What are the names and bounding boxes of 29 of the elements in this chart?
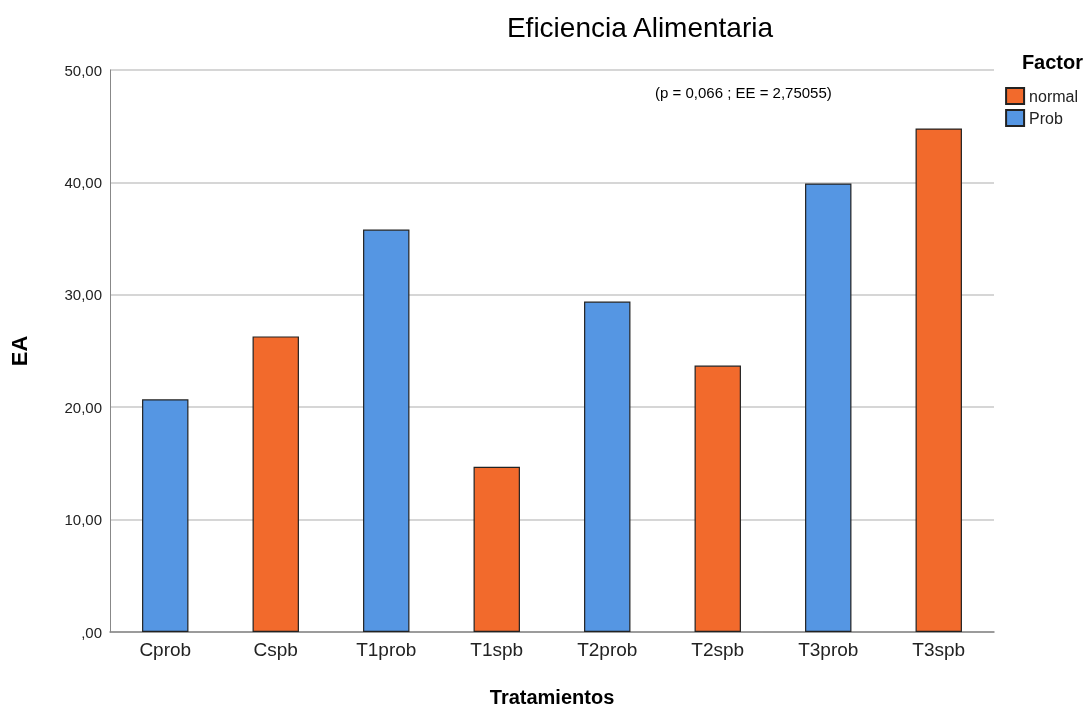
y-tick-label: 30,00 [64,286,102,304]
bar [363,229,410,632]
y-tick-label: 20,00 [64,398,102,416]
x-tick-label: T1spb [470,639,524,660]
bar [694,365,741,632]
bar [915,128,962,632]
bar [252,336,299,632]
x-tick-label: T1prob [356,639,417,660]
x-tick-label: T3prob [798,639,859,660]
x-tick-label: Cspb [253,639,298,660]
legend-label: normal [1029,87,1078,105]
x-tick-label: Cprob [139,639,192,660]
y-tick-label: ,00 [81,623,102,641]
y-tick-label: 50,00 [64,61,102,79]
legend-title: Factor [1021,51,1084,73]
y-axis-title: EA [6,335,32,367]
bar [805,183,852,632]
y-tick-label: 10,00 [64,511,102,529]
chart-title: Eficiencia Alimentaria [506,11,774,43]
x-tick-label: T3spb [912,639,966,660]
bar [142,399,189,632]
x-axis-title: Tratamientos [489,686,615,708]
bar [584,301,631,632]
legend-label: Prob [1029,109,1063,127]
y-tick-label: 40,00 [64,173,102,191]
x-tick-label: T2prob [577,639,638,660]
bar [473,466,520,632]
x-tick-label: T2spb [691,639,745,660]
annotation: (p = 0,066 ; EE = 2,75055) [655,84,832,101]
